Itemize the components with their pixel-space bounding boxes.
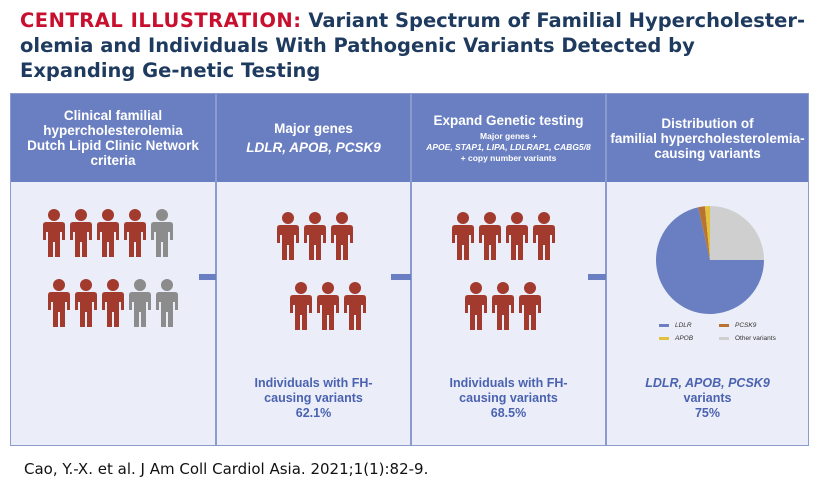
panel-4-header-line: Distribution of bbox=[661, 115, 754, 131]
legend-swatch bbox=[659, 324, 669, 327]
caption-line: variants bbox=[683, 391, 732, 405]
person-icon bbox=[97, 209, 119, 257]
legend-ldlr: LDLR bbox=[659, 322, 692, 329]
citation: Cao, Y.-X. et al. J Am Coll Cardiol Asia… bbox=[24, 460, 429, 478]
caption-percent: 68.5% bbox=[490, 406, 527, 420]
panel-4-header-line: familial hypercholesterolemia- bbox=[610, 130, 805, 146]
person-icon bbox=[290, 282, 312, 330]
caption-line: Individuals with FH- bbox=[449, 376, 568, 390]
pie-slice-ldlr bbox=[656, 207, 764, 314]
legend-swatch bbox=[659, 337, 669, 340]
panel-1-header-line: hypercholesterolemia bbox=[43, 123, 183, 138]
person-icon bbox=[75, 279, 97, 327]
panel-major-genes: Major genes LDLR, APOB, PCSK9 Individual… bbox=[216, 93, 411, 446]
person-icon bbox=[533, 212, 555, 260]
panel-1-header: Clinical familial hypercholesterolemia D… bbox=[11, 94, 215, 182]
caption-percent: 62.1% bbox=[295, 406, 332, 420]
caption-line: causing variants bbox=[459, 391, 558, 405]
panel-variant-distribution: Distribution of familial hypercholestero… bbox=[606, 93, 809, 446]
panel-2-caption: Individuals with FH- causing variants 62… bbox=[217, 376, 410, 421]
illustration-frame: Clinical familial hypercholesterolemia D… bbox=[10, 93, 809, 446]
person-icon bbox=[129, 279, 151, 327]
person-icon bbox=[506, 212, 528, 260]
panel-expanded-testing: Expand Genetic testing Major genes + APO… bbox=[411, 93, 606, 446]
person-icon bbox=[344, 282, 366, 330]
pie-slice-other-variants bbox=[710, 206, 764, 260]
legend-pcsk9: PCSK9 bbox=[719, 322, 756, 329]
panel-2-header: Major genes LDLR, APOB, PCSK9 bbox=[217, 94, 410, 182]
legend-other: Other variants bbox=[719, 335, 776, 342]
person-icon bbox=[277, 212, 299, 260]
legend-apob: APOB bbox=[659, 335, 693, 342]
panel-3-header: Expand Genetic testing Major genes + APO… bbox=[412, 94, 605, 182]
person-icon bbox=[43, 209, 65, 257]
person-icon bbox=[304, 212, 326, 260]
legend-swatch bbox=[719, 337, 729, 340]
legend-label: APOB bbox=[675, 335, 694, 342]
person-icon bbox=[151, 209, 173, 257]
caption-line: causing variants bbox=[264, 391, 363, 405]
panel-2-header-genes: LDLR, APOB, PCSK9 bbox=[246, 140, 381, 155]
panel-1-header-line: Clinical familial bbox=[63, 108, 163, 123]
panel-1-header-line: criteria bbox=[90, 153, 136, 168]
legend-label: PCSK9 bbox=[735, 322, 757, 329]
person-icon bbox=[465, 282, 487, 330]
panel-1-header-line: Dutch Lipid Clinic Network bbox=[27, 138, 199, 153]
panel-4-header: Distribution of familial hypercholestero… bbox=[607, 94, 808, 182]
legend-swatch bbox=[719, 324, 729, 327]
legend-label: LDLR bbox=[675, 322, 692, 329]
caption-percent: 75% bbox=[694, 406, 721, 420]
panel-3-header-title: Expand Genetic testing bbox=[433, 112, 584, 128]
panel-3-header-genes: APOE, STAP1, LIPA, LDLRAP1, CABG5/8 bbox=[426, 141, 591, 152]
panel-clinical-fh: Clinical familial hypercholesterolemia D… bbox=[10, 93, 216, 446]
panel-2-header-title: Major genes bbox=[274, 121, 353, 136]
person-icon bbox=[48, 279, 70, 327]
panel-1-people bbox=[43, 209, 178, 327]
title-kicker: CENTRAL ILLUSTRATION: bbox=[20, 9, 302, 32]
panel-3-caption: Individuals with FH- causing variants 68… bbox=[412, 376, 605, 421]
panel-2-people bbox=[277, 212, 366, 330]
person-icon bbox=[331, 212, 353, 260]
person-icon bbox=[317, 282, 339, 330]
pie-slice-pcsk9 bbox=[698, 206, 710, 260]
caption-line: Individuals with FH- bbox=[254, 376, 373, 390]
panel-3-header-sub: + copy number variants bbox=[460, 152, 557, 163]
panel-3-people bbox=[452, 212, 555, 330]
person-icon bbox=[519, 282, 541, 330]
pie-slice-apob bbox=[704, 206, 710, 260]
person-icon bbox=[492, 282, 514, 330]
person-icon bbox=[102, 279, 124, 327]
title-text: Variant Spectrum of Familial Hypercholes… bbox=[20, 9, 806, 82]
caption-genes: LDLR, APOB, PCSK9 bbox=[645, 376, 770, 390]
legend-label: Other variants bbox=[735, 335, 776, 342]
person-icon bbox=[70, 209, 92, 257]
person-icon bbox=[452, 212, 474, 260]
person-icon bbox=[156, 279, 178, 327]
panel-4-header-line: causing variants bbox=[654, 145, 761, 161]
panel-3-header-sub: Major genes + bbox=[480, 130, 537, 141]
central-illustration-title: CENTRAL ILLUSTRATION: Variant Spectrum o… bbox=[20, 8, 810, 83]
panel-4-caption: LDLR, APOB, PCSK9 variants 75% bbox=[607, 376, 808, 421]
person-icon bbox=[124, 209, 146, 257]
person-icon bbox=[479, 212, 501, 260]
pie-chart bbox=[656, 206, 764, 314]
